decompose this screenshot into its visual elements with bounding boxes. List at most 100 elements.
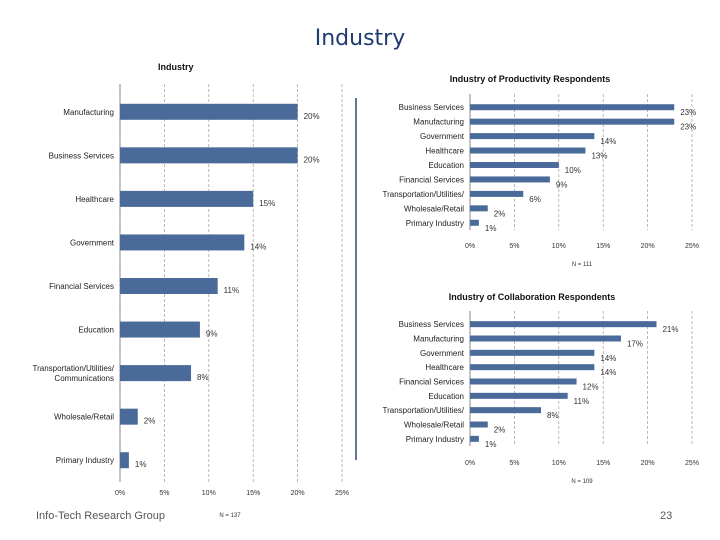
data-label: 12% — [583, 383, 599, 392]
bar — [470, 104, 675, 111]
bar — [470, 162, 559, 168]
data-label: 1% — [485, 440, 497, 449]
x-tick-label: 25% — [685, 243, 699, 250]
category-label: Healthcare — [75, 195, 114, 204]
slide-title: Industry — [314, 26, 406, 51]
data-label: 20% — [304, 155, 320, 164]
x-tick-label: 20% — [641, 460, 655, 467]
data-label: 14% — [600, 368, 616, 377]
collaboration-chart: Industry of Collaboration Respondents 0% 5… — [382, 292, 699, 485]
category-label: Financial Services — [49, 282, 114, 291]
bar — [470, 133, 595, 140]
category-label: Transportation/Utilities/Communications — [32, 364, 114, 383]
data-label: 14% — [250, 242, 266, 251]
category-label: Manufacturing — [413, 118, 464, 127]
sample-size-note: N = 137 — [219, 513, 241, 519]
bar — [470, 335, 621, 342]
sample-size-note: N = 109 — [571, 479, 593, 485]
x-tick-label: 25% — [685, 460, 699, 467]
bar — [120, 234, 245, 251]
category-label: Manufacturing — [413, 335, 464, 344]
bar — [470, 190, 524, 197]
x-tick-label: 0% — [465, 243, 475, 250]
productivity-chart: Industry of Productivity Respondents 0% 5%… — [382, 74, 699, 268]
footer-organization: Info-Tech Research Group — [36, 510, 166, 522]
sample-size-note: N = 111 — [572, 262, 593, 268]
category-label: Business Services — [49, 151, 114, 160]
category-label: Primary Industry — [406, 435, 464, 444]
bar — [470, 205, 488, 212]
x-tick-label: 15% — [246, 490, 260, 497]
bar — [470, 421, 488, 428]
category-label: Healthcare — [425, 363, 464, 372]
bar — [470, 349, 595, 356]
category-label: Financial Services — [399, 378, 464, 387]
industry-chart: Industry 0% 5% 10% 15% 20% 25% Manufacturing 20%… — [32, 62, 349, 519]
category-label: Wholesale/Retail — [404, 421, 464, 430]
data-label: 14% — [600, 137, 616, 146]
category-label: Education — [78, 326, 114, 335]
bar — [120, 190, 254, 207]
data-label: 11% — [574, 397, 589, 406]
category-label: Transportation/Utilities/ — [382, 190, 464, 199]
chart-title: Industry of Productivity Respondents — [450, 74, 611, 84]
x-tick-label: 5% — [509, 460, 519, 467]
data-label: 23% — [680, 123, 696, 132]
bar — [120, 103, 298, 120]
category-label: Business Services — [399, 320, 464, 329]
category-label: Government — [420, 349, 465, 358]
category-label: Wholesale/Retail — [404, 204, 464, 213]
data-label: 8% — [547, 411, 559, 420]
bar — [470, 364, 595, 371]
x-tick-label: 5% — [509, 243, 519, 250]
data-label: 17% — [627, 340, 643, 349]
category-label: Education — [428, 392, 464, 401]
chart-title: Industry — [158, 62, 194, 72]
data-label: 14% — [600, 354, 616, 363]
x-tick-label: 0% — [115, 490, 125, 497]
data-label: 1% — [135, 460, 147, 469]
data-label: 15% — [259, 199, 275, 208]
category-label: Education — [428, 161, 464, 170]
data-label: 9% — [556, 180, 568, 189]
bar — [120, 365, 192, 382]
bar — [470, 147, 586, 154]
x-tick-label: 15% — [596, 460, 610, 467]
data-label: 1% — [485, 224, 497, 233]
x-tick-label: 20% — [291, 490, 305, 497]
category-label: Primary Industry — [406, 219, 464, 228]
category-label: Transportation/Utilities/ — [382, 406, 464, 415]
category-label: Government — [70, 238, 115, 247]
x-tick-label: 5% — [159, 490, 169, 497]
bar — [470, 378, 577, 385]
category-label: Wholesale/Retail — [54, 413, 114, 422]
x-tick-label: 10% — [202, 490, 216, 497]
data-label: 21% — [662, 325, 678, 334]
bar — [120, 147, 298, 164]
x-tick-label: 10% — [552, 243, 566, 250]
bar — [470, 321, 657, 328]
bar — [120, 452, 129, 469]
category-label: Financial Services — [399, 175, 464, 184]
category-label: Manufacturing — [63, 108, 114, 117]
data-label: 2% — [494, 426, 506, 435]
data-label: 13% — [591, 152, 607, 161]
bar — [470, 118, 675, 125]
data-label: 8% — [197, 373, 209, 382]
x-tick-label: 20% — [641, 243, 655, 250]
data-label: 11% — [224, 286, 239, 295]
data-label: 9% — [206, 330, 218, 339]
bar — [120, 408, 138, 425]
data-label: 20% — [304, 112, 320, 121]
category-label: Business Services — [399, 103, 464, 112]
bar — [470, 392, 568, 399]
category-label: Government — [420, 132, 465, 141]
category-label: Primary Industry — [56, 456, 114, 465]
x-tick-label: 25% — [335, 490, 349, 497]
x-tick-label: 0% — [465, 460, 475, 467]
data-label: 10% — [565, 166, 581, 175]
data-label: 2% — [494, 209, 506, 218]
x-tick-label: 15% — [596, 243, 610, 250]
category-label: Healthcare — [425, 147, 464, 156]
